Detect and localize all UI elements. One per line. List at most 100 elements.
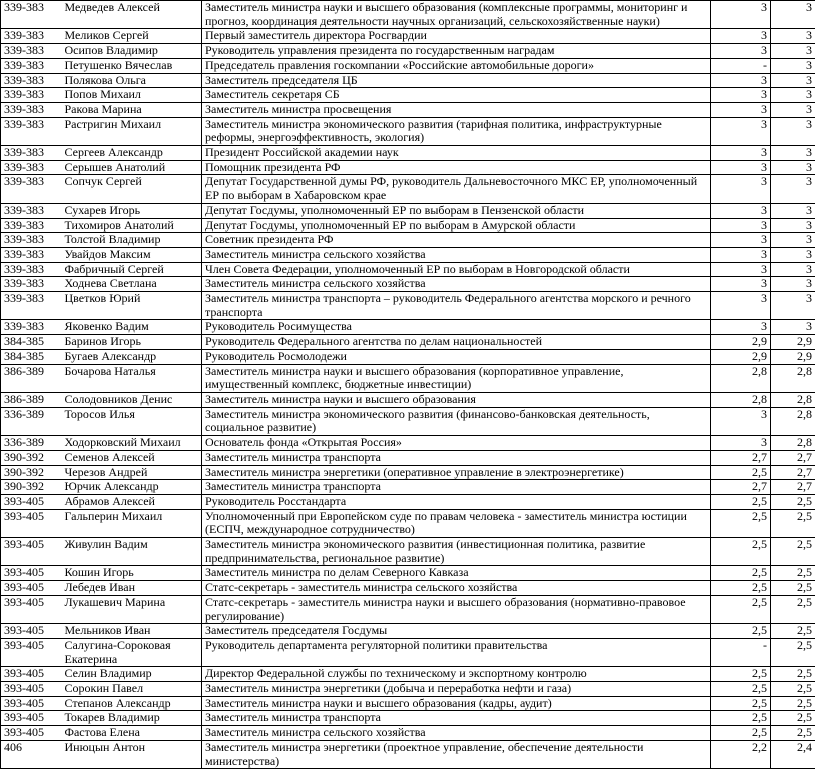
rank-cell: 339-383 bbox=[0, 217, 61, 234]
score-current-cell: 3 bbox=[770, 261, 815, 278]
score-previous-cell: 3 bbox=[710, 435, 771, 451]
person-name-cell: Сергеев Александр bbox=[60, 145, 202, 161]
position-cell: Заместитель министра транспорта bbox=[201, 449, 711, 466]
score-current-cell: 3 bbox=[770, 217, 815, 234]
score-previous-cell: 3 bbox=[710, 43, 771, 59]
table-row: 339-383 Ракова Марина Заместитель министра… bbox=[0, 101, 815, 118]
score-previous-cell: 2,5 bbox=[710, 666, 771, 683]
score-previous-cell: 2,5 bbox=[710, 725, 771, 741]
score-current-cell: 3 bbox=[770, 116, 815, 147]
person-name-cell: Фабричный Сергей bbox=[60, 261, 202, 278]
person-name-cell: Толстой Владимир bbox=[60, 232, 202, 248]
score-previous-cell: 3 bbox=[710, 159, 771, 176]
rank-cell: 393-405 bbox=[0, 580, 61, 596]
score-previous-cell: 2,7 bbox=[710, 479, 771, 495]
score-previous-cell: 3 bbox=[710, 72, 771, 89]
table-row: 339-383 Осипов Владимир Руководитель управ… bbox=[0, 43, 815, 59]
score-previous-cell: 3 bbox=[710, 28, 771, 45]
score-previous-cell: 3 bbox=[710, 291, 771, 321]
person-name-cell: Растригин Михаил bbox=[60, 116, 202, 147]
rank-cell: 339-383 bbox=[0, 276, 61, 293]
score-previous-cell: 2,2 bbox=[710, 739, 771, 770]
position-cell: Заместитель министра энергетики (добыча … bbox=[201, 681, 711, 697]
position-cell: Заместитель министра сельского хозяйства bbox=[201, 246, 711, 263]
score-previous-cell: 3 bbox=[710, 261, 771, 278]
position-cell: Директор Федеральной службы по техническ… bbox=[201, 666, 711, 683]
score-previous-cell: 2,5 bbox=[710, 464, 771, 481]
score-previous-cell: 3 bbox=[710, 116, 771, 147]
position-cell: Заместитель министра науки и высшего обр… bbox=[201, 695, 711, 712]
rank-cell: 393-405 bbox=[0, 565, 61, 582]
score-previous-cell: 3 bbox=[710, 174, 771, 204]
score-current-cell: 3 bbox=[770, 101, 815, 118]
rank-cell: 339-383 bbox=[0, 145, 61, 161]
position-cell: Статс-секретарь - заместитель министра н… bbox=[201, 594, 711, 625]
table-row: 393-405 Селин Владимир Директор Федерально… bbox=[0, 666, 815, 683]
position-cell: Заместитель секретаря СБ bbox=[201, 87, 711, 103]
table-row: 393-405 Сорокин Павел Заместитель министра… bbox=[0, 681, 815, 697]
rank-cell: 393-405 bbox=[0, 493, 61, 510]
score-previous-cell: 2,5 bbox=[710, 695, 771, 712]
table-row: 390-392 Черезов Андрей Заместитель министр… bbox=[0, 464, 815, 481]
table-row: 384-385 Баринов Игорь Руководитель Федерал… bbox=[0, 334, 815, 350]
rank-cell: 339-383 bbox=[0, 0, 61, 30]
person-name-cell: Сухарев Игорь bbox=[60, 202, 202, 219]
person-name-cell: Полякова Ольга bbox=[60, 72, 202, 89]
position-cell: Заместитель министра экономического разв… bbox=[201, 537, 711, 567]
table-row: 393-405 Степанов Александр Заместитель мин… bbox=[0, 695, 815, 712]
score-current-cell: 3 bbox=[770, 72, 815, 89]
person-name-cell: Сопчук Сергей bbox=[60, 174, 202, 204]
person-name-cell: Серышев Анатолий bbox=[60, 159, 202, 176]
person-name-cell: Баринов Игорь bbox=[60, 334, 202, 350]
score-current-cell: 2,5 bbox=[770, 580, 815, 596]
person-name-cell: Салугина-Сороковая Екатерина bbox=[60, 637, 202, 668]
table-row: 339-383 Сопчук Сергей Депутат Государствен… bbox=[0, 174, 815, 204]
score-current-cell: 2,8 bbox=[770, 363, 815, 393]
person-name-cell: Юрчик Александр bbox=[60, 479, 202, 495]
table-row: 393-405 Живулин Вадим Заместитель министра… bbox=[0, 537, 815, 567]
rank-cell: 339-383 bbox=[0, 261, 61, 278]
rank-cell: 393-405 bbox=[0, 508, 61, 539]
score-current-cell: 2,5 bbox=[770, 537, 815, 567]
position-cell: Заместитель министра экономического разв… bbox=[201, 406, 711, 437]
table-row: 339-383 Ходнева Светлана Заместитель минис… bbox=[0, 276, 815, 293]
position-cell: Заместитель министра просвещения bbox=[201, 101, 711, 118]
person-name-cell: Яковенко Вадим bbox=[60, 319, 202, 336]
position-cell: Заместитель министра транспорта bbox=[201, 710, 711, 727]
score-current-cell: 2,5 bbox=[770, 695, 815, 712]
person-name-cell: Живулин Вадим bbox=[60, 537, 202, 567]
rank-cell: 339-383 bbox=[0, 57, 61, 74]
position-cell: Заместитель министра транспорта bbox=[201, 479, 711, 495]
score-current-cell: 2,8 bbox=[770, 435, 815, 451]
position-cell: Депутат Госдумы, уполномоченный ЕР по вы… bbox=[201, 217, 711, 234]
score-current-cell: 2,5 bbox=[770, 637, 815, 668]
position-cell: Заместитель министра транспорта – руково… bbox=[201, 291, 711, 321]
person-name-cell: Ходорковский Михаил bbox=[60, 435, 202, 451]
position-cell: Первый заместитель директора Росгвардии bbox=[201, 28, 711, 45]
score-current-cell: 2,8 bbox=[770, 406, 815, 437]
score-previous-cell: 3 bbox=[710, 319, 771, 336]
score-previous-cell: 3 bbox=[710, 0, 771, 30]
person-name-cell: Бочарова Наталья bbox=[60, 363, 202, 393]
table-row: 339-383 Меликов Сергей Первый заместитель … bbox=[0, 28, 815, 45]
score-current-cell: 2,5 bbox=[770, 681, 815, 697]
rank-cell: 339-383 bbox=[0, 174, 61, 204]
score-previous-cell: 2,7 bbox=[710, 449, 771, 466]
score-previous-cell: 2,5 bbox=[710, 565, 771, 582]
score-current-cell: 3 bbox=[770, 246, 815, 263]
score-current-cell: 3 bbox=[770, 202, 815, 219]
table-row: 339-383 Сухарев Игорь Депутат Госдумы, упо… bbox=[0, 202, 815, 219]
score-previous-cell: 3 bbox=[710, 202, 771, 219]
person-name-cell: Меликов Сергей bbox=[60, 28, 202, 45]
table-row: 339-383 Сергеев Александр Президент Россий… bbox=[0, 145, 815, 161]
table-row: 386-389 Солодовников Денис Заместитель мин… bbox=[0, 391, 815, 408]
score-previous-cell: 3 bbox=[710, 87, 771, 103]
rank-cell: 336-389 bbox=[0, 406, 61, 437]
person-name-cell: Бугаев Александр bbox=[60, 348, 202, 365]
rank-cell: 393-405 bbox=[0, 695, 61, 712]
table-row: 339-383 Толстой Владимир Советник президен… bbox=[0, 232, 815, 248]
rank-cell: 393-405 bbox=[0, 725, 61, 741]
score-previous-cell: 3 bbox=[710, 246, 771, 263]
table-row: 339-383 Цветков Юрий Заместитель министра … bbox=[0, 291, 815, 321]
